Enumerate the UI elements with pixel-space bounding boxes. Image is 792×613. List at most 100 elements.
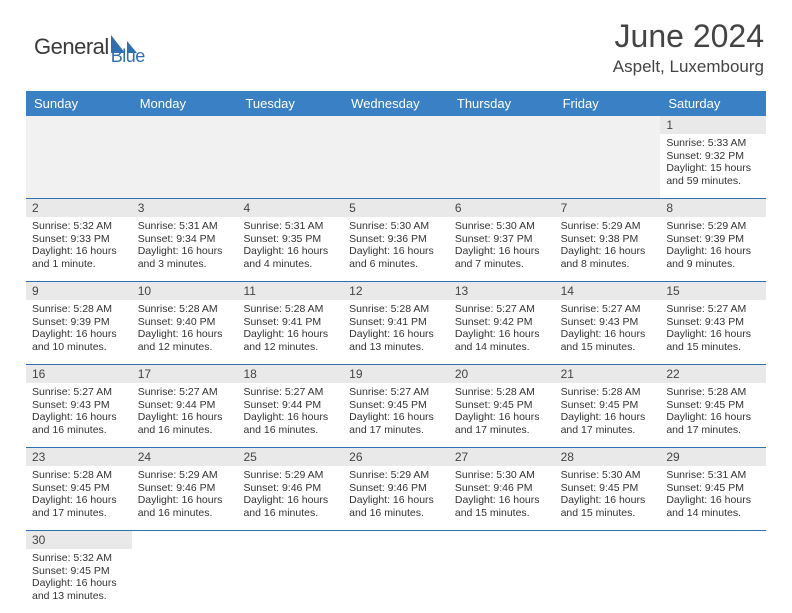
day-cell [555,549,661,613]
day-number: 11 [237,282,343,300]
daylight-line: Daylight: 16 hours and 17 minutes. [32,494,126,519]
sunset-line: Sunset: 9:35 PM [243,233,337,246]
sunset-line: Sunset: 9:45 PM [666,399,760,412]
day-number: 4 [237,199,343,217]
daylight-line: Daylight: 16 hours and 16 minutes. [243,494,337,519]
sunrise-line: Sunrise: 5:30 AM [561,469,655,482]
day-cell: Sunrise: 5:29 AMSunset: 9:46 PMDaylight:… [343,466,449,530]
daylight-line: Daylight: 16 hours and 15 minutes. [561,328,655,353]
daylight-line: Daylight: 16 hours and 10 minutes. [32,328,126,353]
daylight-line: Daylight: 16 hours and 17 minutes. [349,411,443,436]
day-number: 16 [26,365,132,383]
sunset-line: Sunset: 9:46 PM [455,482,549,495]
day-cell: Sunrise: 5:30 AMSunset: 9:46 PMDaylight:… [449,466,555,530]
sunrise-line: Sunrise: 5:27 AM [455,303,549,316]
week-row: Sunrise: 5:28 AMSunset: 9:45 PMDaylight:… [26,466,766,531]
sunset-line: Sunset: 9:45 PM [561,482,655,495]
day-number: 2 [26,199,132,217]
daylight-line: Daylight: 16 hours and 16 minutes. [349,494,443,519]
day-cell: Sunrise: 5:33 AMSunset: 9:32 PMDaylight:… [660,134,766,198]
day-number: 19 [343,365,449,383]
day-number [237,531,343,549]
day-cell: Sunrise: 5:27 AMSunset: 9:45 PMDaylight:… [343,383,449,447]
day-number [343,531,449,549]
day-cell: Sunrise: 5:28 AMSunset: 9:45 PMDaylight:… [26,466,132,530]
sunrise-line: Sunrise: 5:27 AM [349,386,443,399]
daylight-line: Daylight: 16 hours and 4 minutes. [243,245,337,270]
day-number-row: 9101112131415 [26,282,766,300]
day-number: 12 [343,282,449,300]
calendar: Sunday Monday Tuesday Wednesday Thursday… [26,91,766,613]
sunrise-line: Sunrise: 5:28 AM [243,303,337,316]
day-header: Tuesday [237,91,343,116]
day-number: 20 [449,365,555,383]
week-row: Sunrise: 5:28 AMSunset: 9:39 PMDaylight:… [26,300,766,365]
sunrise-line: Sunrise: 5:27 AM [138,386,232,399]
sunrise-line: Sunrise: 5:27 AM [32,386,126,399]
day-cell: Sunrise: 5:27 AMSunset: 9:43 PMDaylight:… [555,300,661,364]
day-cell: Sunrise: 5:28 AMSunset: 9:41 PMDaylight:… [343,300,449,364]
day-header: Thursday [449,91,555,116]
day-number: 18 [237,365,343,383]
day-number [132,531,238,549]
day-number-row: 16171819202122 [26,365,766,383]
daylight-line: Daylight: 16 hours and 6 minutes. [349,245,443,270]
day-cell [555,134,661,198]
sunrise-line: Sunrise: 5:28 AM [455,386,549,399]
day-number [237,116,343,134]
day-number: 23 [26,448,132,466]
sunset-line: Sunset: 9:45 PM [32,565,126,578]
daylight-line: Daylight: 16 hours and 16 minutes. [243,411,337,436]
day-number: 9 [26,282,132,300]
sunrise-line: Sunrise: 5:31 AM [138,220,232,233]
day-cell: Sunrise: 5:27 AMSunset: 9:44 PMDaylight:… [132,383,238,447]
day-header: Friday [555,91,661,116]
sunset-line: Sunset: 9:32 PM [666,150,760,163]
sunset-line: Sunset: 9:45 PM [349,399,443,412]
day-cell [237,549,343,613]
sunrise-line: Sunrise: 5:27 AM [243,386,337,399]
day-number [555,116,661,134]
sunrise-line: Sunrise: 5:28 AM [666,386,760,399]
sunset-line: Sunset: 9:46 PM [349,482,443,495]
day-cell [660,549,766,613]
day-number [449,531,555,549]
sunset-line: Sunset: 9:39 PM [32,316,126,329]
sunrise-line: Sunrise: 5:32 AM [32,552,126,565]
sunset-line: Sunset: 9:45 PM [455,399,549,412]
day-number [132,116,238,134]
day-header: Sunday [26,91,132,116]
day-number [660,531,766,549]
day-cell: Sunrise: 5:30 AMSunset: 9:45 PMDaylight:… [555,466,661,530]
day-number [26,116,132,134]
sunset-line: Sunset: 9:46 PM [138,482,232,495]
day-cell: Sunrise: 5:32 AMSunset: 9:45 PMDaylight:… [26,549,132,613]
daylight-line: Daylight: 16 hours and 13 minutes. [32,577,126,602]
daylight-line: Daylight: 16 hours and 15 minutes. [561,494,655,519]
day-number-row: 23242526272829 [26,448,766,466]
day-cell: Sunrise: 5:30 AMSunset: 9:37 PMDaylight:… [449,217,555,281]
day-cell: Sunrise: 5:31 AMSunset: 9:34 PMDaylight:… [132,217,238,281]
day-number: 3 [132,199,238,217]
day-cell: Sunrise: 5:28 AMSunset: 9:45 PMDaylight:… [449,383,555,447]
day-number: 13 [449,282,555,300]
daylight-line: Daylight: 16 hours and 7 minutes. [455,245,549,270]
daylight-line: Daylight: 16 hours and 15 minutes. [666,328,760,353]
sunrise-line: Sunrise: 5:32 AM [32,220,126,233]
logo: General Blue [34,26,145,67]
daylight-line: Daylight: 16 hours and 12 minutes. [138,328,232,353]
daylight-line: Daylight: 16 hours and 17 minutes. [561,411,655,436]
sunrise-line: Sunrise: 5:28 AM [32,469,126,482]
sunset-line: Sunset: 9:42 PM [455,316,549,329]
week-row: Sunrise: 5:33 AMSunset: 9:32 PMDaylight:… [26,134,766,199]
daylight-line: Daylight: 16 hours and 14 minutes. [666,494,760,519]
logo-text-blue: Blue [111,46,145,67]
sunset-line: Sunset: 9:45 PM [561,399,655,412]
daylight-line: Daylight: 16 hours and 16 minutes. [138,411,232,436]
day-number-row: 30 [26,531,766,549]
daylight-line: Daylight: 15 hours and 59 minutes. [666,162,760,187]
day-number: 26 [343,448,449,466]
day-number [449,116,555,134]
daylight-line: Daylight: 16 hours and 9 minutes. [666,245,760,270]
day-number: 17 [132,365,238,383]
